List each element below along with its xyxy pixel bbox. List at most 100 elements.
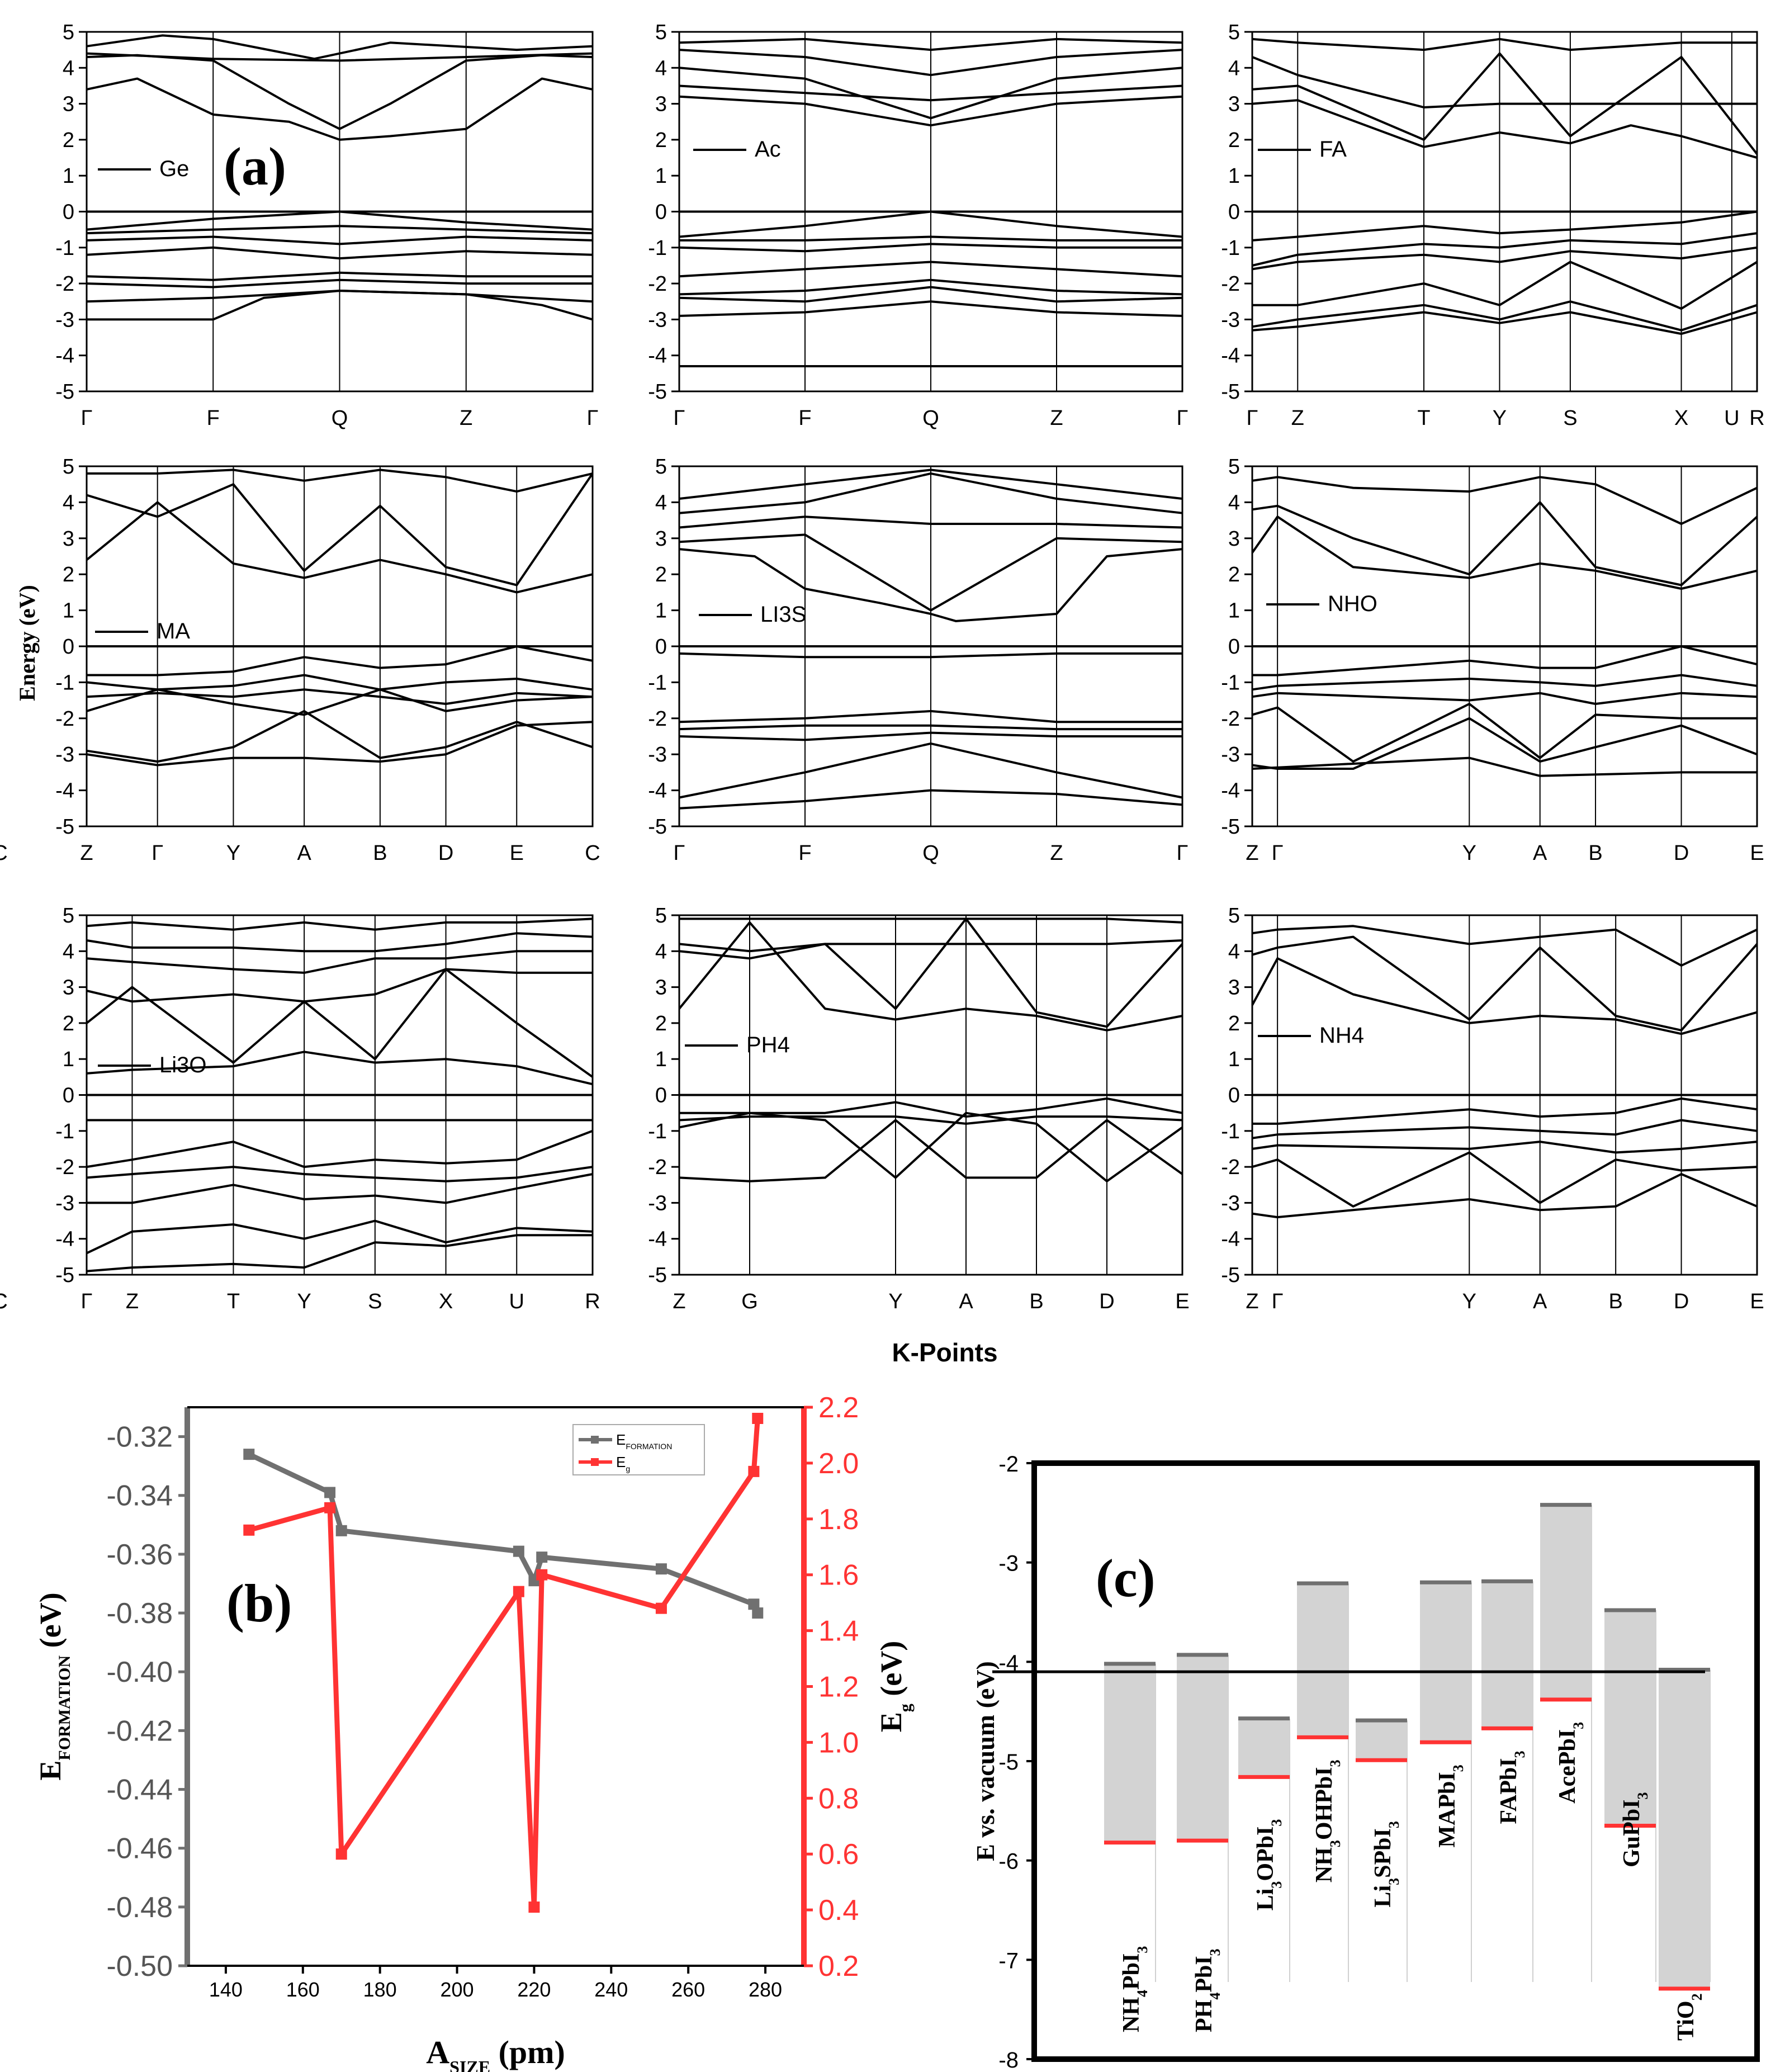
- y-tick-label: -2: [55, 707, 74, 731]
- band-line: [86, 932, 593, 953]
- category-label-part: PbI: [1119, 1953, 1144, 1990]
- energy-bar: [1238, 1718, 1290, 1777]
- y-tick-label: -0.40: [106, 1656, 173, 1688]
- kpoint-label: Q: [922, 406, 939, 430]
- y-tick-label: 4: [63, 491, 74, 514]
- band-line: [1252, 703, 1757, 763]
- y-tick-label: 0: [1228, 1084, 1240, 1108]
- y-axis-title: EFORMATION (eV): [34, 1592, 74, 1780]
- x-tick-label: 160: [286, 1978, 320, 2001]
- band-line: [679, 939, 1183, 953]
- legend-label-part: FORMATION: [626, 1442, 672, 1451]
- band-line: [86, 1051, 593, 1086]
- kpoint-label: Z: [126, 1290, 139, 1313]
- kpoint-label: Z: [1246, 841, 1258, 865]
- category-label-part: AcePbI: [1555, 1729, 1580, 1804]
- y-tick-label: -3: [648, 308, 667, 332]
- kpoint-label: G: [741, 1290, 758, 1313]
- y-tick-label: 4: [655, 940, 667, 963]
- kpoint-label: Y: [1493, 406, 1507, 430]
- y2-tick-label: 0.8: [818, 1782, 859, 1815]
- band-line: [679, 278, 1183, 296]
- band-line: [679, 731, 1182, 741]
- band-line: [679, 37, 1183, 51]
- band-line: [679, 724, 1182, 731]
- y2-axis-title-part: (eV): [874, 1641, 908, 1704]
- y-tick-label: 1: [63, 599, 74, 623]
- legend-marker: [591, 1458, 599, 1466]
- band-line: [679, 652, 1182, 659]
- data-point-formation: [752, 1607, 764, 1619]
- kpoint-label: Γ: [1177, 841, 1189, 865]
- band-line: [679, 84, 1183, 102]
- band-line: [86, 917, 593, 931]
- y-tick-label: -5: [648, 380, 667, 404]
- kpoint-label: Z: [673, 1290, 685, 1313]
- y-tick-label: 5: [63, 21, 74, 44]
- y-tick-label: -3: [998, 1551, 1019, 1576]
- y-tick-label: 5: [1228, 21, 1240, 44]
- x-tick-label: 140: [209, 1978, 243, 2001]
- band-line: [1252, 674, 1758, 691]
- band-line: [679, 243, 1182, 253]
- y-tick-label: 3: [63, 976, 74, 1000]
- band-line: [679, 235, 1182, 242]
- y-tick-label: -5: [1221, 380, 1240, 404]
- category-label: FAPbI3: [1496, 1751, 1528, 1824]
- y-tick-label: -2: [648, 272, 667, 296]
- x-axis-title-part: SIZE: [449, 2057, 490, 2072]
- band-line: [86, 246, 593, 260]
- kpoint-label: Y: [888, 1290, 902, 1313]
- kpoint-label: Z: [1050, 841, 1063, 865]
- band-line: [86, 52, 593, 62]
- kpoint-label: Γ: [1247, 406, 1258, 430]
- band-xlabel: K-Points: [892, 1338, 997, 1367]
- y-tick-label: 1: [1228, 1048, 1240, 1071]
- kpoint-label: A: [1533, 1290, 1547, 1313]
- x-tick-label: 260: [671, 1978, 705, 2001]
- energy-bar: [1604, 1610, 1656, 1826]
- energy-bar: [1177, 1654, 1228, 1841]
- band-line: [1252, 501, 1758, 586]
- y-tick-label: -1: [1221, 671, 1240, 694]
- band-line: [86, 688, 593, 705]
- kpoint-label: B: [373, 841, 387, 865]
- category-label: PH4PbI3: [1191, 1948, 1223, 2032]
- y-tick-label: -2: [1221, 1156, 1240, 1179]
- band-line: [86, 472, 594, 586]
- y-axis-title-part: (eV): [34, 1592, 67, 1655]
- kpoint-label: D: [1099, 1290, 1114, 1313]
- category-label: Li3OPbI3: [1253, 1819, 1285, 1911]
- category-label-part: NH: [1311, 1847, 1337, 1882]
- x-tick-label: 200: [441, 1978, 474, 2001]
- y-tick-label: 2: [655, 1012, 667, 1035]
- y-tick-label: -1: [1221, 236, 1240, 260]
- y-tick-label: -4: [1221, 1228, 1240, 1251]
- band-line: [679, 742, 1183, 799]
- band-line: [1252, 935, 1758, 1032]
- y-tick-label: -1: [55, 236, 74, 260]
- band-line: [679, 67, 1183, 120]
- y-tick-label: -5: [1221, 815, 1240, 839]
- kpoint-label: E: [1175, 1290, 1189, 1313]
- band-line: [1252, 261, 1758, 310]
- band-line: [1252, 232, 1758, 267]
- data-point-g: [528, 1901, 540, 1913]
- y-tick-label: -5: [648, 815, 667, 839]
- band-line: [1251, 957, 1758, 1035]
- y-tick-label: 2: [1228, 563, 1240, 586]
- kpoint-label: Q: [922, 841, 939, 865]
- legend-label: MA: [157, 619, 190, 644]
- y-tick-label: 0: [1228, 201, 1240, 224]
- band-line: [86, 1129, 593, 1169]
- category-label-part: MAPbI: [1434, 1772, 1460, 1847]
- y-tick-label: 1: [655, 1048, 667, 1071]
- y-tick-label: -2: [998, 1452, 1019, 1477]
- band-line: [1252, 925, 1758, 967]
- y-axis-title-part: FORMATION: [55, 1655, 74, 1760]
- y-tick-label: 3: [1228, 527, 1240, 551]
- y-tick-label: -2: [1221, 272, 1240, 296]
